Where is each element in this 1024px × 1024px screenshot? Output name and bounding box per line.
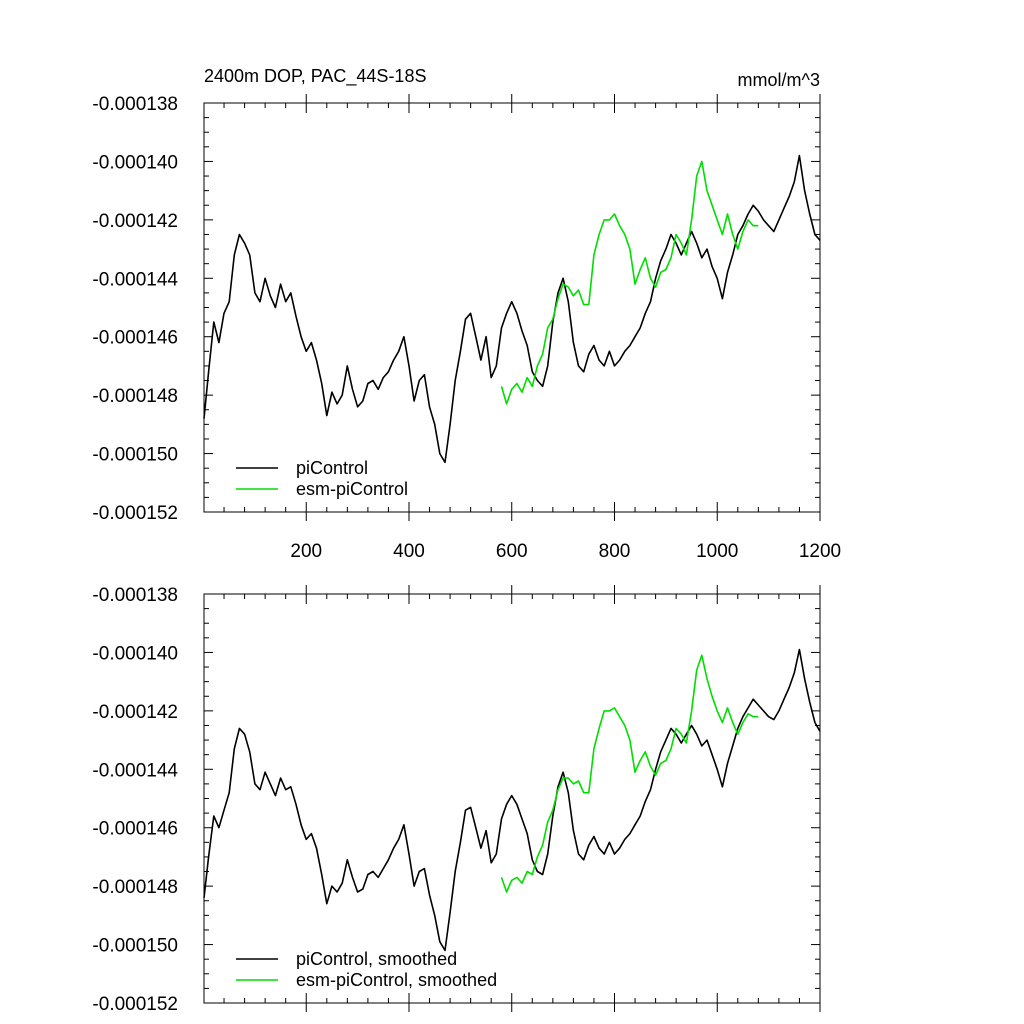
series-line-esm-picontrol [500,654,759,893]
units-label: mmol/m^3 [738,70,820,90]
y-tick-label: -0.000150 [92,936,178,957]
y-tick-label: -0.000138 [92,585,178,606]
plot-frame [203,102,821,513]
x-tick-label: 600 [496,541,528,562]
x-tick-label: 200 [290,541,322,562]
series-line-picontrol [203,154,821,464]
y-tick-label: -0.000152 [92,994,178,1015]
y-tick-label: -0.000146 [92,819,178,840]
plot-frame [203,593,821,1004]
y-tick-label: -0.000144 [92,269,178,290]
x-tick-label: 1000 [696,541,738,562]
y-tick-label: -0.000150 [92,445,178,466]
legend-label: esm-piControl, smoothed [296,970,497,990]
y-tick-label: -0.000148 [92,386,178,407]
x-tick-label: 400 [393,541,425,562]
series-line-picontrol [203,648,821,952]
y-tick-label: -0.000142 [92,211,178,232]
y-tick-label: -0.000146 [92,328,178,349]
y-tick-label: -0.000144 [92,760,178,781]
y-tick-label: -0.000152 [92,503,178,524]
bottom-chart-panel: -0.000138 -0.000140 -0.000142 -0.000144 -0.0… [92,585,821,1015]
legend-label: esm-piControl [296,479,408,499]
top-chart-panel: -0.000138 -0.000140 -0.000142 -0.000144 -0.0… [92,94,841,562]
y-tick-label: -0.000138 [92,94,178,115]
chart-title: 2400m DOP, PAC_44S-18S [204,66,426,87]
series-line-esm-picontrol [500,160,759,405]
x-tick-label: 800 [599,541,631,562]
y-tick-label: -0.000148 [92,877,178,898]
legend-label: piControl, smoothed [296,949,457,969]
legend-label: piControl [296,458,368,478]
y-tick-label: -0.000140 [92,643,178,664]
x-tick-label: 1200 [799,541,841,562]
y-tick-label: -0.000142 [92,702,178,723]
y-tick-label: -0.000140 [92,152,178,173]
